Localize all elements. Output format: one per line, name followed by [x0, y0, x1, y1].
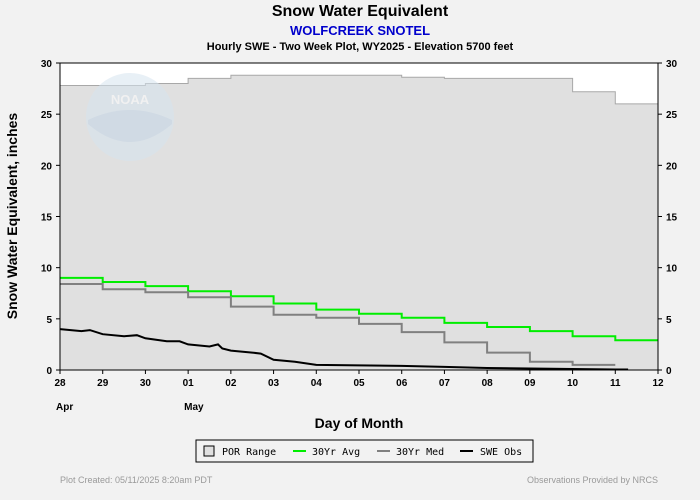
legend: POR Range 30Yr Avg 30Yr Med SWE Obs: [195, 439, 534, 463]
x-tick-label: 30: [140, 378, 152, 389]
noaa-logo: NOAA: [86, 73, 174, 161]
y-tick-label-right: 5: [666, 315, 672, 326]
y-tick-label-right: 25: [666, 110, 678, 121]
y-tick-label-left: 0: [46, 366, 52, 377]
y-tick-label-left: 5: [46, 315, 52, 326]
x-tick-label: 06: [396, 378, 408, 389]
series-layer: [59, 276, 658, 371]
x-tick-label: 03: [268, 378, 280, 389]
x-tick-label: 04: [311, 378, 323, 389]
y-tick-label-left: 20: [41, 161, 53, 172]
x-tick-label: 09: [524, 378, 536, 389]
month-label: Apr: [56, 402, 73, 413]
footer-created: Plot Created: 05/11/2025 8:20am PDT: [60, 475, 213, 485]
legend-box: [195, 439, 534, 463]
por-range-edge: [60, 74, 658, 105]
chart-subtitle: WOLFCREEK SNOTEL: [290, 23, 430, 38]
y-tick-label-left: 30: [41, 59, 53, 70]
x-tick-label: 29: [97, 378, 109, 389]
y-tick-label-right: 10: [666, 264, 678, 275]
series-30yr-avg-line: [60, 276, 658, 342]
y-tick-label-right: 30: [666, 59, 678, 70]
y-tick-label-right: 20: [666, 161, 678, 172]
x-tick-label: 02: [225, 378, 237, 389]
legend-label-avg: 30Yr Avg: [312, 447, 360, 458]
x-tick-label: 10: [567, 378, 579, 389]
y-tick-label-right: 15: [666, 213, 678, 224]
y-tick-label-left: 25: [41, 110, 53, 121]
chart-title: Snow Water Equivalent: [272, 3, 449, 20]
x-tick-label: 28: [54, 378, 66, 389]
series-swe-obs-line: [59, 328, 629, 371]
y-tick-label-left: 15: [41, 213, 53, 224]
y-axis-label: Snow Water Equivalent, inches: [4, 113, 20, 320]
legend-swatch-por: [203, 445, 215, 457]
legend-label-por: POR Range: [222, 447, 276, 458]
noaa-logo-text: NOAA: [111, 92, 150, 107]
y-tick-label-right: 0: [666, 366, 672, 377]
chart-subtitle-2: Hourly SWE - Two Week Plot, WY2025 - Ele…: [207, 41, 514, 53]
legend-label-obs: SWE Obs: [480, 447, 522, 458]
x-tick-label: 08: [482, 378, 494, 389]
x-tick-label: 12: [652, 378, 664, 389]
y-tick-label-left: 10: [41, 264, 53, 275]
series-30yr-med-line: [60, 283, 616, 366]
month-label: May: [184, 402, 204, 413]
legend-label-med: 30Yr Med: [396, 447, 444, 458]
footer-provider: Observations Provided by NRCS: [527, 475, 658, 485]
x-tick-label: 07: [439, 378, 451, 389]
x-tick-label: 05: [353, 378, 365, 389]
x-axis-label: Day of Month: [315, 415, 404, 431]
x-tick-label: 11: [610, 378, 621, 389]
x-tick-label: 01: [183, 378, 195, 389]
